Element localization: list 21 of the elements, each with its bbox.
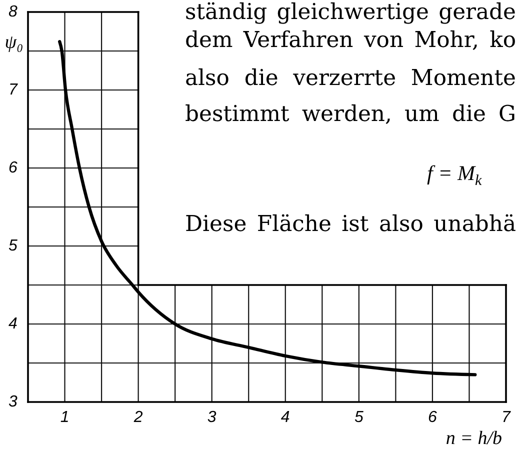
annotation: dem Verfahren von Mohr, ko [185, 28, 516, 53]
annotation: ständig gleichwertige gerade [185, 0, 516, 25]
y-tick-label: 6 [8, 160, 18, 176]
x-tick-label: 5 [354, 409, 364, 426]
x-axis-title: n = h/b [446, 428, 502, 449]
y-tick-label: 7 [8, 82, 19, 98]
x-tick-label: 2 [132, 409, 143, 426]
y-tick-label: 4 [8, 316, 18, 332]
y-tick-label: 3 [8, 394, 18, 410]
annotation: also die verzerrte Momente [185, 66, 516, 91]
x-tick-label: 4 [280, 409, 290, 426]
x-tick-label: 7 [502, 409, 512, 426]
x-tick-label: 1 [60, 409, 70, 426]
y-tick-label: 5 [8, 238, 18, 254]
annotation: f = M$_{k}$ [427, 161, 482, 189]
x-tick-label: 3 [207, 409, 216, 426]
x-tick-label: 6 [428, 409, 438, 426]
annotation: bestimmt werden, um die G [185, 102, 516, 127]
y-axis-title: ψ₀ [4, 32, 24, 53]
annotation: Diese Fläche ist also unabhä [185, 212, 516, 237]
y-tick-label: 8 [8, 4, 18, 20]
